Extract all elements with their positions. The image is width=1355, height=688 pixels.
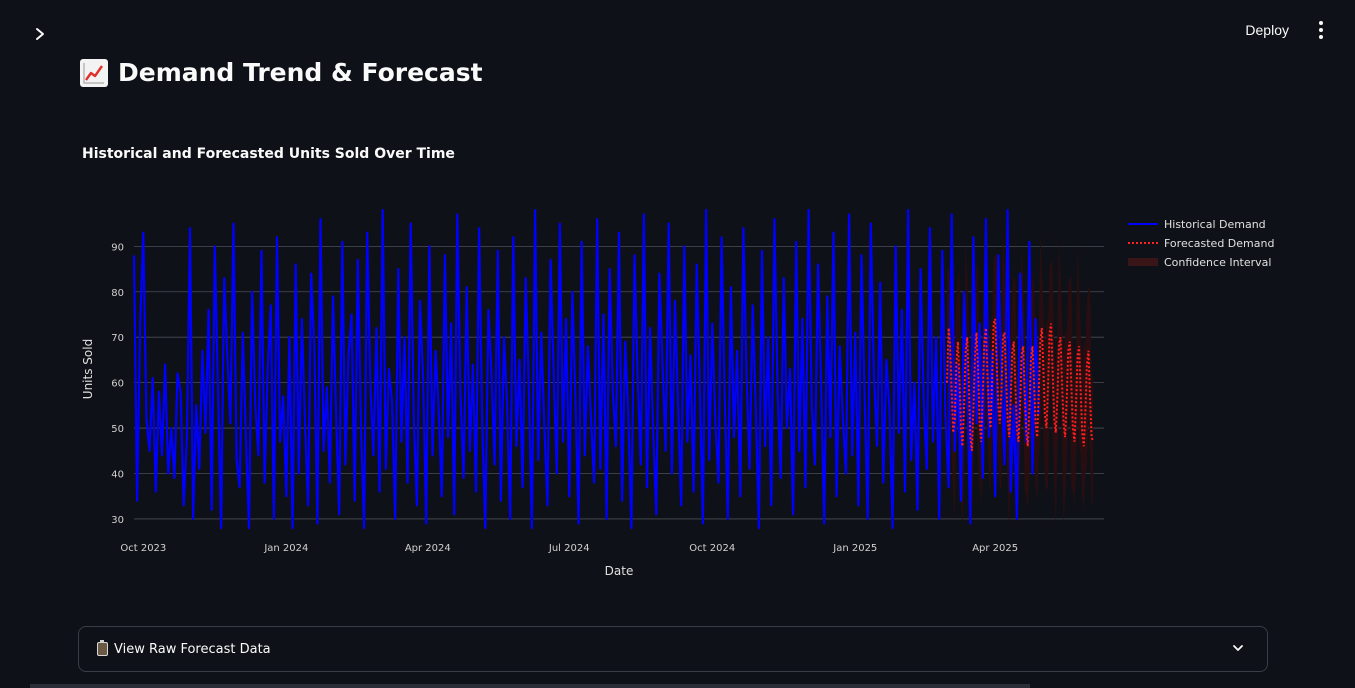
x-tick-label: Jan 2025 (832, 543, 877, 554)
legend-label: Confidence Interval (1164, 256, 1271, 269)
historical-demand-line (132, 208, 1040, 530)
kebab-menu-icon[interactable] (1313, 18, 1329, 42)
x-tick-label: Apr 2025 (972, 543, 1018, 554)
y-tick-label: 70 (111, 333, 124, 344)
x-tick-label: Apr 2024 (405, 543, 451, 554)
top-toolbar: Deploy (1239, 18, 1329, 42)
chart-heading: Historical and Forecasted Units Sold Ove… (82, 146, 455, 162)
y-axis-label: Units Sold (81, 339, 95, 399)
legend-label: Historical Demand (1164, 218, 1266, 231)
confidence-band (947, 228, 1094, 528)
y-tick-label: 50 (111, 424, 124, 435)
sidebar-toggle-button[interactable] (26, 22, 54, 46)
y-tick-label: 80 (111, 288, 124, 299)
demand-chart: 30 40 50 60 70 80 90 Oct 2023 Jan 2024 Apr 2024 Ju… (81, 208, 1274, 578)
x-tick-label: Jan 2024 (263, 543, 308, 554)
y-tick-label: 40 (111, 469, 124, 480)
y-tick-label: 60 (111, 379, 124, 390)
x-axis-label: Date (605, 564, 634, 578)
forecasted-demand-line (946, 318, 1095, 451)
x-tick-label: Oct 2023 (120, 543, 166, 554)
page-title: Demand Trend & Forecast (80, 58, 483, 87)
horizontal-scrollbar[interactable] (30, 684, 1030, 688)
chevron-right-icon (36, 28, 44, 40)
y-tick-label: 90 (111, 242, 124, 253)
x-tick-label: Oct 2024 (689, 543, 735, 554)
deploy-button[interactable]: Deploy (1239, 18, 1295, 42)
legend-swatch-confidence (1128, 258, 1158, 266)
page-title-text: Demand Trend & Forecast (118, 58, 483, 87)
legend-label: Forecasted Demand (1164, 237, 1274, 250)
chevron-down-icon (1233, 645, 1243, 651)
clipboard-icon (97, 640, 108, 656)
chart-increasing-icon (80, 58, 108, 87)
raw-forecast-data-expander[interactable]: View Raw Forecast Data (78, 626, 1268, 672)
expander-label: View Raw Forecast Data (114, 641, 271, 657)
y-tick-label: 30 (111, 515, 124, 526)
x-tick-label: Jul 2024 (548, 543, 590, 554)
